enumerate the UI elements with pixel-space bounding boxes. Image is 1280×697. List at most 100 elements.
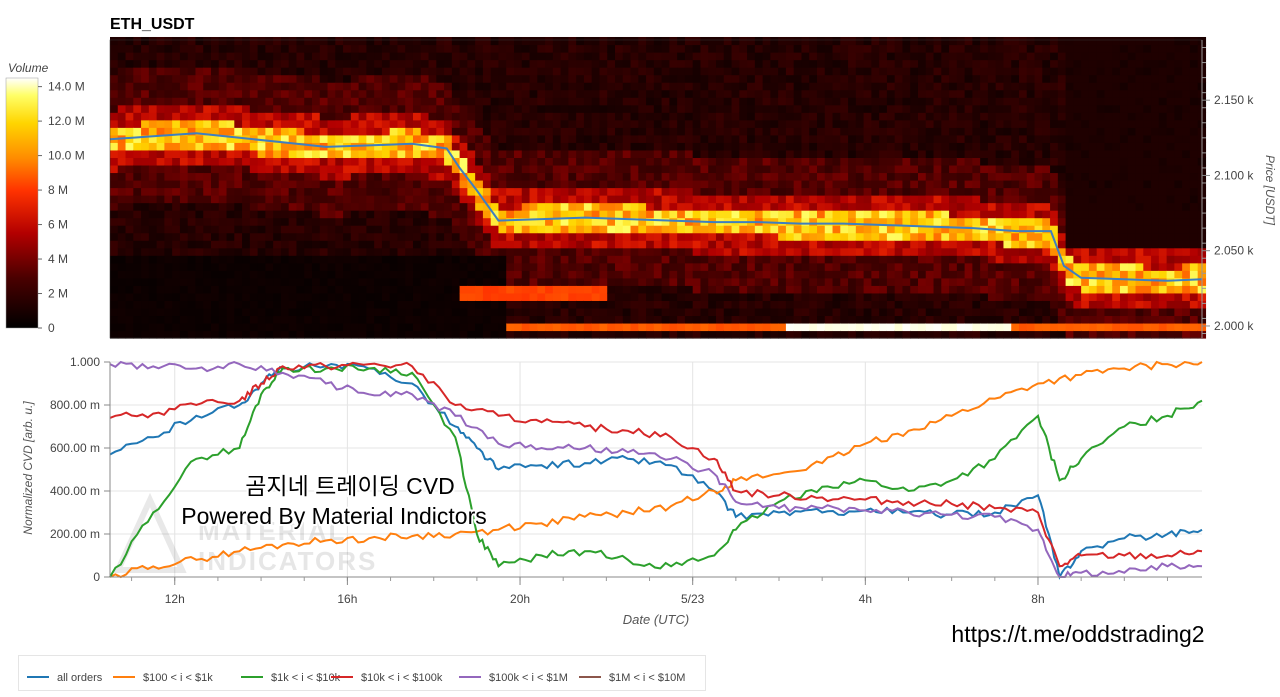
heatmap-cell [724, 233, 732, 241]
heatmap-cell [631, 75, 639, 83]
heatmap-cell [211, 82, 219, 90]
heatmap-cell [460, 45, 468, 53]
heatmap-cell [157, 90, 165, 98]
heatmap-cell [149, 97, 157, 105]
heatmap-cell [296, 233, 304, 241]
heatmap-cell [778, 225, 786, 233]
heatmap-cell [902, 75, 910, 83]
heatmap-cell [561, 157, 569, 165]
heatmap-cell [405, 293, 413, 301]
heatmap-cell [848, 172, 856, 180]
heatmap-cell [770, 270, 778, 278]
heatmap-cell [126, 127, 134, 135]
heatmap-cell [716, 165, 724, 173]
heatmap-cell [273, 278, 281, 286]
heatmap-cell [351, 278, 359, 286]
heatmap-cell [980, 315, 988, 323]
heatmap-cell [879, 52, 887, 60]
heatmap-cell [141, 203, 149, 211]
heatmap-cell [755, 323, 763, 331]
heatmap-cell [864, 187, 872, 195]
heatmap-cell [957, 300, 965, 308]
heatmap-cell [685, 165, 693, 173]
heatmap-cell [607, 127, 615, 135]
heatmap-cell [926, 112, 934, 120]
heatmap-cell [483, 323, 491, 331]
heatmap-cell [592, 142, 600, 150]
heatmap-cell [732, 112, 740, 120]
heatmap-cell [110, 270, 118, 278]
heatmap-cell [833, 105, 841, 113]
heatmap-cell [265, 142, 273, 150]
heatmap-cell [149, 195, 157, 203]
heatmap-cell [382, 75, 390, 83]
heatmap-cell [700, 263, 708, 271]
heatmap-cell [856, 52, 864, 60]
heatmap-cell [747, 315, 755, 323]
heatmap-cell [188, 255, 196, 263]
heatmap-cell [732, 308, 740, 316]
heatmap-cell [537, 97, 545, 105]
heatmap-cell [794, 105, 802, 113]
heatmap-cell [778, 112, 786, 120]
heatmap-cell [281, 112, 289, 120]
heatmap-cell [258, 82, 266, 90]
heatmap-cell [537, 120, 545, 128]
heatmap-cell [786, 240, 794, 248]
heatmap-cell [1011, 203, 1019, 211]
heatmap-cell [172, 120, 180, 128]
heatmap-cell [265, 293, 273, 301]
heatmap-cell [786, 218, 794, 226]
heatmap-cell [732, 315, 740, 323]
heatmap-cell [1019, 315, 1027, 323]
heatmap-cell [359, 97, 367, 105]
heatmap-cell [941, 127, 949, 135]
heatmap-cell [949, 172, 957, 180]
heatmap-cell [700, 60, 708, 68]
heatmap-cell [460, 315, 468, 323]
heatmap-cell [265, 180, 273, 188]
heatmap-cell [110, 203, 118, 211]
heatmap-cell [452, 240, 460, 248]
heatmap-cell [607, 75, 615, 83]
heatmap-cell [856, 75, 864, 83]
heatmap-cell [724, 127, 732, 135]
heatmap-cell [343, 225, 351, 233]
heatmap-cell [856, 97, 864, 105]
heatmap-cell [631, 135, 639, 143]
heatmap-cell [615, 210, 623, 218]
heatmap-cell [856, 248, 864, 256]
heatmap-cell [934, 52, 942, 60]
heatmap-cell [359, 225, 367, 233]
heatmap-cell [289, 278, 297, 286]
heatmap-cell [405, 67, 413, 75]
heatmap-cell [972, 90, 980, 98]
heatmap-cell [833, 172, 841, 180]
heatmap-cell [483, 218, 491, 226]
heatmap-cell [195, 180, 203, 188]
heatmap-cell [654, 248, 662, 256]
heatmap-cell [110, 60, 118, 68]
heatmap-cell [553, 112, 561, 120]
heatmap-cell [934, 180, 942, 188]
heatmap-cell [491, 127, 499, 135]
heatmap-cell [234, 172, 242, 180]
heatmap-cell [242, 60, 250, 68]
heatmap-cell [856, 37, 864, 45]
heatmap-cell [242, 255, 250, 263]
heatmap-cell [242, 315, 250, 323]
heatmap-cell [1035, 315, 1043, 323]
heatmap-cell [343, 300, 351, 308]
heatmap-cell [382, 323, 390, 331]
heatmap-cell [763, 210, 771, 218]
heatmap-cell [265, 285, 273, 293]
heatmap-cell [195, 278, 203, 286]
heatmap-cell [949, 60, 957, 68]
heatmap-cell [304, 172, 312, 180]
heatmap-cell [452, 218, 460, 226]
heatmap-cell [553, 315, 561, 323]
heatmap-cell [662, 112, 670, 120]
heatmap-cell [739, 203, 747, 211]
heatmap-cell [840, 233, 848, 241]
heatmap-cell [724, 248, 732, 256]
